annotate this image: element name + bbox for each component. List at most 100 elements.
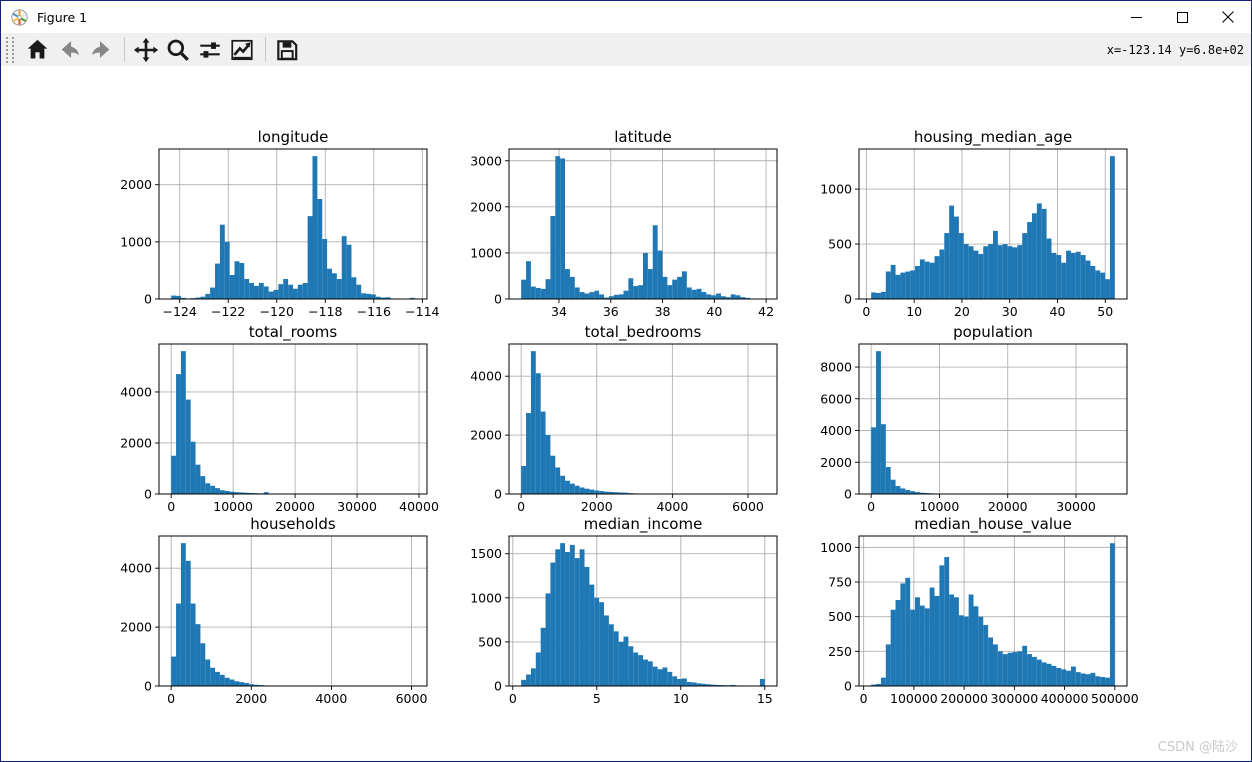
bars (521, 156, 765, 299)
tick-marks (855, 546, 1116, 690)
svg-text:4000: 4000 (120, 561, 152, 576)
svg-text:10: 10 (906, 304, 922, 319)
svg-text:1000: 1000 (470, 245, 502, 260)
svg-text:250: 250 (828, 644, 852, 659)
subplot-title: housing_median_age (913, 128, 1073, 146)
svg-text:200000: 200000 (940, 691, 988, 706)
navigation-toolbar: x=-123.14 y=6.8e+02 (1, 33, 1251, 66)
y-tick-labels: 0 500 1000 1500 (470, 546, 502, 693)
axes-border (158, 343, 428, 495)
svg-text:500: 500 (828, 609, 852, 624)
zoom-rect-button[interactable] (163, 35, 193, 65)
svg-text:0: 0 (494, 679, 502, 694)
save-floppy-icon (277, 39, 298, 60)
sliders-icon (200, 41, 220, 58)
minimize-button[interactable] (1113, 1, 1159, 33)
x-tick-labels: 0 2000 4000 6000 (517, 499, 764, 514)
subplot-total-bedrooms: total_bedrooms 0 2000 4000 6000 0 2000 4000 (470, 325, 778, 514)
line-chart-icon (231, 39, 253, 60)
forward-button[interactable] (86, 35, 116, 65)
svg-text:0: 0 (844, 487, 852, 502)
histogram-plot: −124 −122 −120 −118 −116 −114 0 1000 2000 (120, 148, 440, 319)
svg-text:−116: −116 (357, 304, 391, 319)
svg-text:1000: 1000 (120, 234, 152, 249)
histogram-plot: 0 100000 200000 300000 400000 500000 0 250 500 75… (820, 535, 1139, 706)
svg-text:−120: −120 (260, 304, 294, 319)
axes-border (158, 148, 428, 300)
svg-text:1500: 1500 (470, 546, 502, 561)
subplot-title: total_rooms (248, 323, 338, 341)
x-tick-labels: −124 −122 −120 −118 −116 −114 (163, 304, 440, 319)
svg-text:2000: 2000 (581, 499, 613, 514)
svg-text:500: 500 (828, 237, 852, 252)
toolbar-drag-handle[interactable] (6, 36, 14, 63)
tick-marks (505, 160, 767, 303)
save-button[interactable] (272, 35, 302, 65)
bars (521, 543, 765, 686)
maximize-button[interactable] (1159, 1, 1205, 33)
back-button[interactable] (54, 35, 84, 65)
close-button[interactable] (1205, 1, 1251, 33)
histogram-plot: 0 10000 20000 30000 0 2000 4000 6000 8000 (820, 343, 1128, 514)
svg-text:100000: 100000 (890, 691, 938, 706)
svg-text:30000: 30000 (337, 499, 377, 514)
svg-text:400000: 400000 (1041, 691, 1089, 706)
svg-text:500000: 500000 (1091, 691, 1139, 706)
subplot-title: longitude (257, 128, 329, 146)
svg-text:0: 0 (167, 691, 175, 706)
svg-text:40000: 40000 (399, 499, 439, 514)
svg-text:4000: 4000 (315, 691, 347, 706)
svg-text:4000: 4000 (120, 384, 152, 399)
figure-canvas[interactable]: longitude −124 −122 −120 −118 −116 −114 0 1000 2… (1, 66, 1251, 761)
svg-text:2000: 2000 (470, 428, 502, 443)
svg-text:0: 0 (844, 292, 852, 307)
y-tick-labels: 0 250 500 750 1000 (820, 540, 852, 694)
pan-button[interactable] (131, 35, 161, 65)
y-tick-labels: 0 2000 4000 6000 8000 (820, 360, 852, 502)
subplot-longitude: longitude −124 −122 −120 −118 −116 −114 0 1000 2… (120, 130, 439, 320)
svg-text:750: 750 (828, 575, 852, 590)
bars (171, 543, 415, 686)
svg-text:8000: 8000 (820, 360, 852, 375)
svg-text:0: 0 (144, 292, 152, 307)
histogram-plot: 0 2000 4000 6000 0 2000 4000 (120, 535, 428, 706)
subplot-title: median_income (583, 515, 703, 533)
svg-text:0: 0 (860, 691, 868, 706)
subplot-title: total_bedrooms (584, 323, 702, 341)
histogram-plot: 34 36 38 40 42 0 1000 2000 3000 (470, 148, 778, 319)
bars (521, 351, 765, 494)
svg-text:10000: 10000 (920, 499, 960, 514)
y-tick-labels: 0 1000 2000 3000 (470, 153, 502, 306)
subplot-population: population 0 10000 20000 30000 0 2000 4000 6000… (820, 325, 1128, 514)
subplot-median-house-value: median_house_value 0 100000 200000 300000 40… (820, 517, 1139, 707)
left-arrow-icon (61, 41, 79, 58)
subplot-median-income: median_income 0 5 10 15 0 500 1000 1500 (470, 517, 778, 706)
svg-text:0: 0 (494, 487, 502, 502)
svg-text:2000: 2000 (120, 435, 152, 450)
gridlines (159, 149, 427, 300)
svg-text:40: 40 (706, 304, 722, 319)
home-button[interactable] (22, 35, 52, 65)
svg-text:4000: 4000 (470, 369, 502, 384)
svg-text:0: 0 (144, 487, 152, 502)
subplot-title: households (250, 515, 336, 533)
svg-text:2000: 2000 (120, 620, 152, 635)
svg-text:40: 40 (1050, 304, 1066, 319)
svg-text:300000: 300000 (990, 691, 1038, 706)
svg-text:4000: 4000 (820, 423, 852, 438)
subplot-total-rooms: total_rooms 0 10000 20000 30000 40000 0 2000 40… (120, 325, 439, 515)
edit-axis-button[interactable] (227, 35, 257, 65)
titlebar: Figure 1 (1, 1, 1251, 33)
histogram-plot: 0 10000 20000 30000 40000 0 2000 4000 (120, 343, 439, 514)
svg-text:0: 0 (509, 691, 517, 706)
x-tick-labels: 0 2000 4000 6000 (167, 691, 427, 706)
toolbar-separator (124, 37, 125, 62)
svg-text:1000: 1000 (820, 540, 852, 555)
svg-text:4000: 4000 (656, 499, 688, 514)
svg-text:0: 0 (167, 499, 175, 514)
configure-subplots-button[interactable] (195, 35, 225, 65)
svg-text:15: 15 (757, 691, 773, 706)
axes-border (158, 535, 428, 687)
